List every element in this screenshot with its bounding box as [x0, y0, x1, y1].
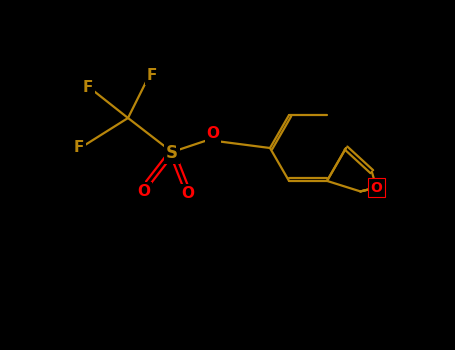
Text: F: F [83, 79, 93, 94]
Text: O: O [207, 126, 219, 141]
Text: O: O [370, 181, 383, 195]
Text: O: O [182, 186, 194, 201]
Text: S: S [166, 144, 178, 162]
Text: O: O [137, 183, 151, 198]
Text: F: F [74, 140, 84, 155]
Text: F: F [147, 69, 157, 84]
